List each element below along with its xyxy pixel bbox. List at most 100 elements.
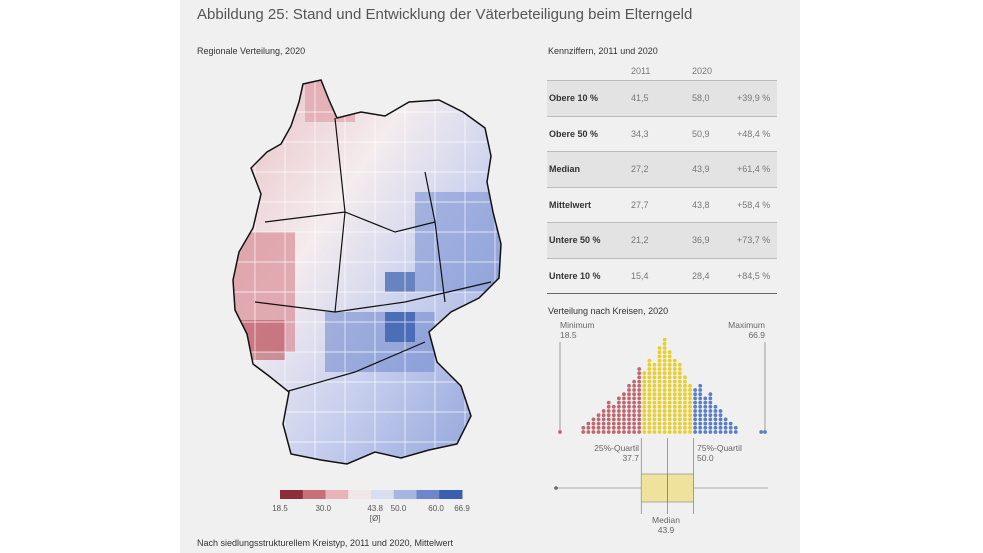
district-dot xyxy=(683,409,687,413)
district-dot xyxy=(637,371,642,376)
district-dot xyxy=(627,392,631,397)
district-dot xyxy=(601,409,606,413)
district-dot xyxy=(642,430,647,434)
row-label: Mittelwert xyxy=(549,199,592,210)
district-dot xyxy=(611,413,616,418)
district-dot xyxy=(627,404,631,409)
district-dot xyxy=(667,367,672,371)
district-dot xyxy=(698,400,703,405)
district-dot xyxy=(693,392,698,397)
minimum-label: Minimum xyxy=(560,320,594,330)
district-dot xyxy=(632,388,637,392)
district-dot xyxy=(627,400,631,405)
district-dot xyxy=(723,421,728,426)
district-dot xyxy=(667,375,672,380)
district-dot xyxy=(713,409,718,413)
district-dot xyxy=(708,430,713,434)
district-dot xyxy=(662,425,667,430)
district-dot xyxy=(611,421,616,426)
district-dot xyxy=(698,417,703,422)
district-dot xyxy=(677,409,682,413)
district-dot xyxy=(616,400,621,405)
germany-map xyxy=(232,79,502,465)
district-dot xyxy=(632,409,637,413)
district-dot xyxy=(688,425,692,430)
district-dot xyxy=(677,396,682,401)
district-dot xyxy=(667,383,672,388)
district-dot xyxy=(657,379,662,384)
district-dot xyxy=(677,400,682,405)
district-dot xyxy=(713,417,718,422)
district-dot xyxy=(672,362,677,367)
district-dot xyxy=(683,379,687,384)
district-dot xyxy=(662,354,667,359)
figure-title: Abbildung 25: Stand und Entwicklung der … xyxy=(197,6,693,23)
value-2020: 43,9 xyxy=(692,164,710,174)
row-label: Untere 10 % xyxy=(549,270,601,281)
district-dot xyxy=(606,425,611,430)
district-dot xyxy=(662,409,667,413)
district-dot xyxy=(677,375,682,380)
district-dot xyxy=(647,404,652,409)
district-dot xyxy=(657,383,662,388)
district-dot xyxy=(708,392,713,397)
district-dot xyxy=(708,396,713,401)
maximum-value: 66.9 xyxy=(748,330,765,340)
district-dot xyxy=(703,430,708,434)
district-dot xyxy=(677,379,682,384)
district-dot xyxy=(667,430,672,434)
district-dot xyxy=(632,404,637,409)
legend-tick-label: 66.9 xyxy=(454,504,470,513)
district-dot xyxy=(627,425,631,430)
district-dot xyxy=(672,400,677,405)
district-dot xyxy=(652,425,657,430)
district-dot xyxy=(677,392,682,397)
district-dot xyxy=(637,388,642,392)
legend-swatch xyxy=(439,490,463,499)
district-dot xyxy=(708,413,713,418)
district-dot xyxy=(713,404,718,409)
district-dot xyxy=(652,421,657,426)
district-dot xyxy=(647,425,652,430)
district-dot xyxy=(662,375,667,380)
legend-tick-label: 43.8 xyxy=(367,504,383,513)
district-dot xyxy=(718,421,723,426)
district-dot xyxy=(611,409,616,413)
district-dot xyxy=(622,396,626,401)
district-dot xyxy=(632,392,637,397)
district-dot xyxy=(642,409,647,413)
value-2011: 27,2 xyxy=(631,164,649,174)
district-dot xyxy=(586,425,591,430)
district-dot xyxy=(657,400,662,405)
district-dot xyxy=(688,421,692,426)
district-dot xyxy=(647,367,652,371)
table-header: 2011 2020 xyxy=(547,62,777,80)
district-dot xyxy=(616,409,621,413)
district-dot xyxy=(627,417,631,422)
district-dot xyxy=(622,400,626,405)
district-dot xyxy=(672,383,677,388)
district-dot xyxy=(622,421,626,426)
district-dot xyxy=(672,409,677,413)
district-dot xyxy=(662,404,667,409)
district-dot xyxy=(733,425,738,430)
district-dot xyxy=(723,425,728,430)
row-label: Obere 50 % xyxy=(549,128,599,139)
legend-tick-label: 18.5 xyxy=(272,504,288,513)
district-dot xyxy=(652,392,657,397)
district-dot xyxy=(652,367,657,371)
district-dot xyxy=(677,417,682,422)
district-dot xyxy=(652,371,657,376)
district-dot xyxy=(637,379,642,384)
district-dot xyxy=(657,396,662,401)
district-dot xyxy=(667,396,672,401)
district-dot xyxy=(591,417,596,422)
table-row: Mittelwert 27,7 43,8 +58,4 % xyxy=(547,186,777,223)
district-dot xyxy=(657,350,662,355)
district-dot xyxy=(759,430,764,434)
value-2011: 21,2 xyxy=(631,235,649,245)
district-dot xyxy=(647,375,652,380)
district-dot xyxy=(591,430,596,434)
district-dot xyxy=(662,350,667,355)
district-dot xyxy=(713,421,718,426)
